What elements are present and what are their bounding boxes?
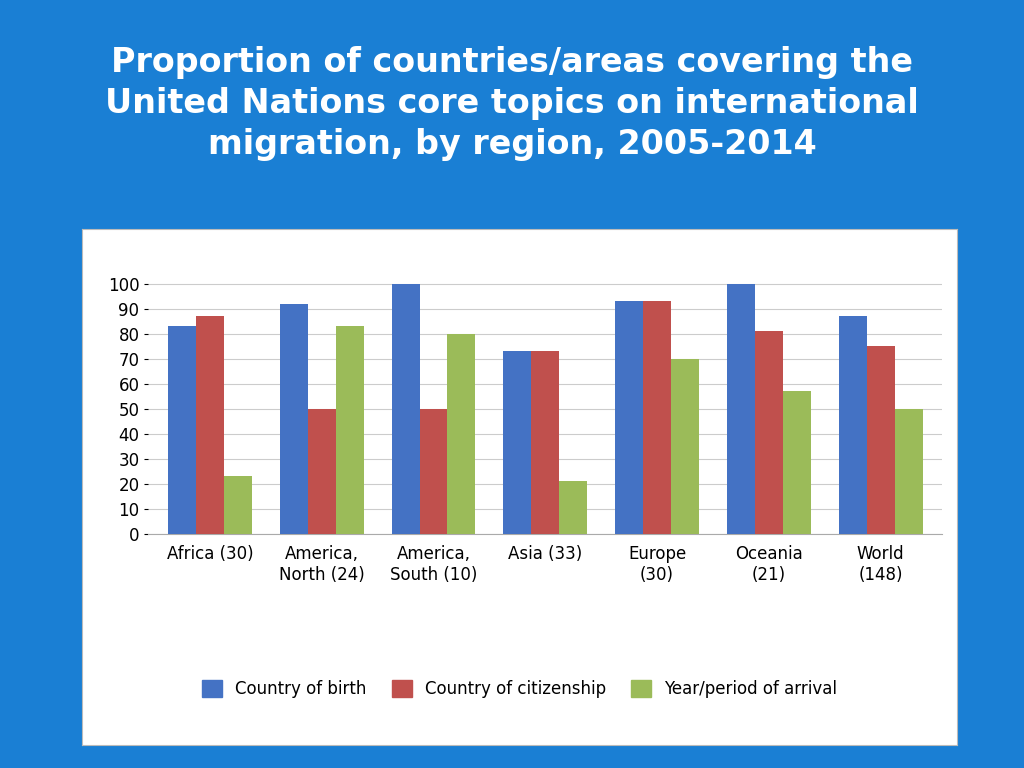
- Bar: [727, 283, 755, 534]
- Bar: [531, 351, 559, 534]
- Bar: [447, 333, 475, 534]
- Bar: [643, 301, 671, 534]
- Text: Proportion of countries/areas covering the
United Nations core topics on interna: Proportion of countries/areas covering t…: [105, 46, 919, 161]
- Bar: [671, 359, 699, 534]
- Bar: [336, 326, 364, 534]
- Bar: [224, 476, 252, 534]
- Bar: [615, 301, 643, 534]
- Legend: Country of birth, Country of citizenship, Year/period of arrival: Country of birth, Country of citizenship…: [196, 674, 844, 705]
- Bar: [559, 482, 587, 534]
- Bar: [196, 316, 224, 534]
- Bar: [308, 409, 336, 534]
- Bar: [420, 409, 447, 534]
- Bar: [866, 346, 895, 534]
- Bar: [782, 391, 811, 534]
- Bar: [504, 351, 531, 534]
- Bar: [895, 409, 923, 534]
- Bar: [391, 283, 420, 534]
- Bar: [280, 303, 308, 534]
- Bar: [168, 326, 196, 534]
- Bar: [839, 316, 866, 534]
- Bar: [755, 331, 782, 534]
